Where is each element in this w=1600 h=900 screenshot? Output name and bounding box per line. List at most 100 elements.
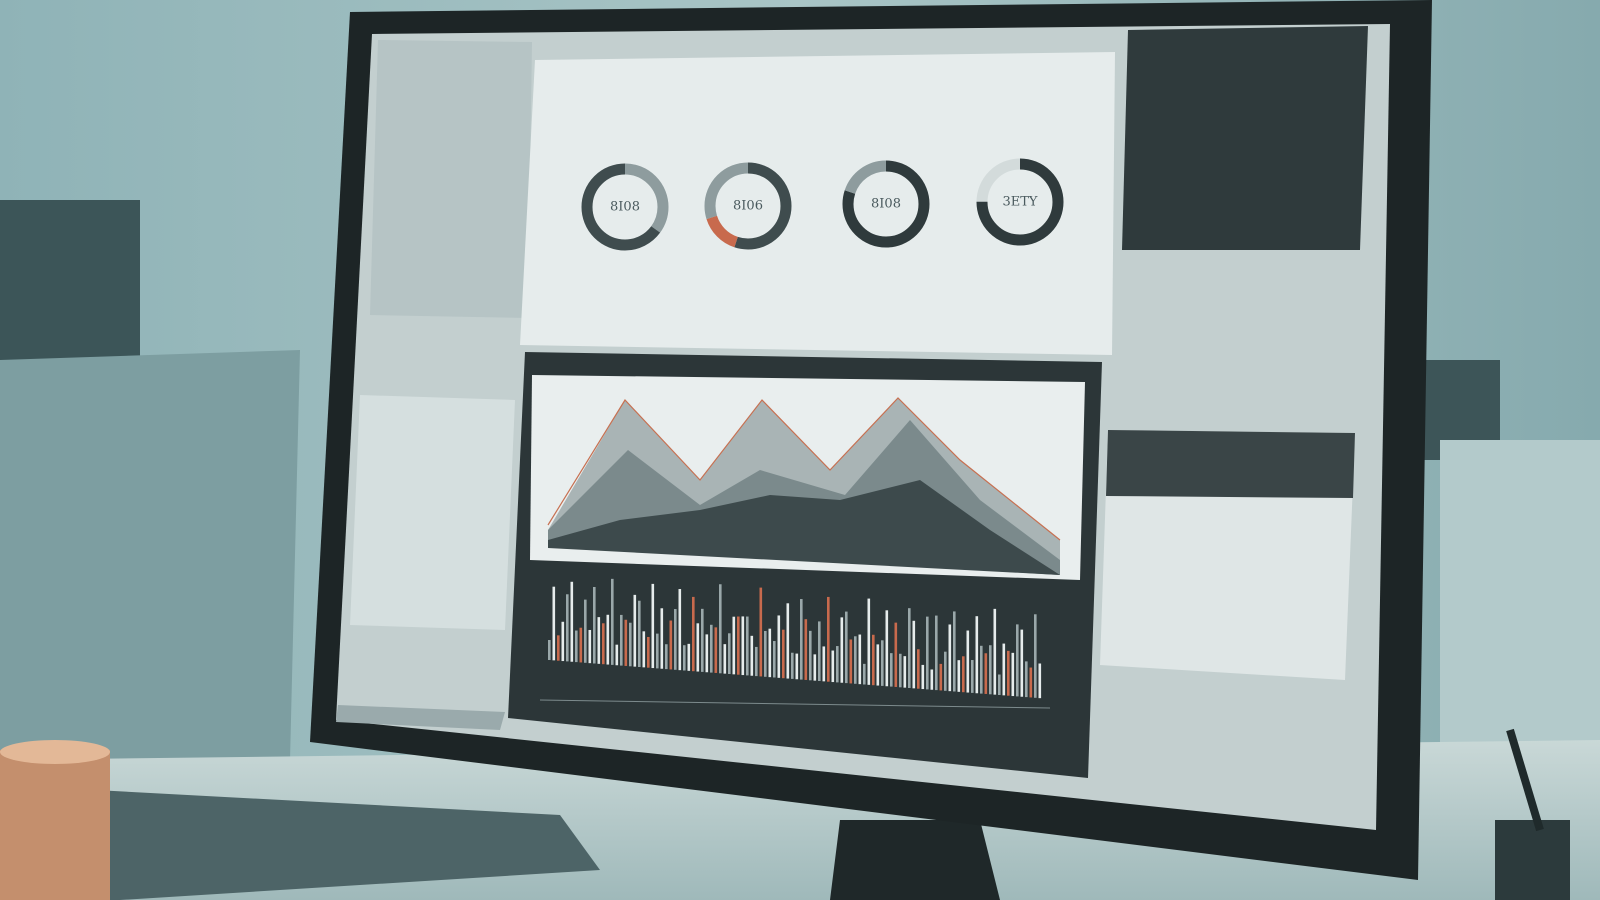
decor-bar	[881, 640, 884, 686]
decor-bar	[1034, 614, 1037, 698]
decor-bar	[651, 583, 655, 669]
decor-bar	[786, 603, 790, 679]
decor-bar	[719, 584, 722, 674]
decor-bar	[872, 634, 875, 686]
decor-bar	[557, 635, 560, 661]
bar-group	[548, 578, 1042, 699]
decor-bar	[764, 630, 767, 677]
decor-bar	[984, 653, 988, 694]
decor-bar	[885, 610, 889, 687]
decor-bar	[678, 589, 682, 671]
decor-bar	[899, 653, 902, 688]
pen-holder	[1495, 820, 1570, 900]
decor-bar	[1011, 652, 1015, 697]
decor-bar	[669, 620, 673, 670]
decor-bar	[1002, 643, 1006, 696]
decor-bar	[795, 653, 799, 680]
decor-bar	[867, 598, 871, 685]
decor-bar	[894, 622, 898, 687]
decor-bar	[876, 644, 880, 686]
decor-bar	[1020, 629, 1024, 697]
decor-bar	[777, 615, 781, 678]
notebook	[95, 790, 600, 900]
decor-bar	[660, 608, 664, 669]
decor-bar	[615, 644, 619, 666]
decor-bar	[971, 660, 974, 693]
decor-bar	[593, 586, 596, 664]
decor-bar	[710, 624, 713, 673]
donut-segment	[704, 162, 792, 250]
decor-bar	[629, 622, 632, 667]
decor-bar	[903, 656, 907, 688]
decor-bar	[800, 599, 803, 680]
decor-bar	[935, 615, 938, 691]
decor-bar	[692, 596, 695, 672]
decor-bar	[575, 630, 578, 663]
decor-bar	[561, 621, 565, 662]
decor-bar	[854, 636, 857, 684]
bar-axis	[539, 699, 1051, 709]
decor-bar	[579, 627, 583, 663]
decor-bar	[548, 640, 551, 660]
decor-bar	[827, 596, 830, 682]
monitor-stand	[830, 820, 1000, 900]
decor-bar	[750, 635, 754, 676]
donut-group: 8I08 8I06 8I08 3ETY	[581, 158, 1064, 251]
chair	[0, 350, 300, 780]
donut-label: 3ETY	[1002, 195, 1037, 210]
decor-bar	[773, 641, 776, 678]
right-dark-panel	[1122, 26, 1368, 250]
decor-bar	[908, 608, 911, 688]
background-desk	[1440, 440, 1600, 780]
decor-bar	[1038, 663, 1042, 699]
decor-bar	[570, 581, 574, 662]
donut-segment	[842, 160, 930, 248]
donut-label: 8I08	[871, 197, 901, 212]
decor-bar	[624, 619, 628, 666]
decor-bar	[822, 646, 826, 682]
decor-bar	[611, 578, 614, 665]
decor-bar	[602, 623, 605, 665]
decor-bar	[1029, 667, 1033, 698]
decor-bar	[584, 599, 587, 663]
decor-bar	[939, 663, 943, 691]
decor-bar	[993, 608, 997, 695]
decor-bar	[957, 660, 961, 692]
left-panel	[370, 40, 532, 318]
decor-bar	[818, 621, 821, 681]
taskbar	[336, 705, 505, 730]
area-line	[547, 397, 1061, 541]
decor-bar	[840, 617, 844, 683]
decor-bar	[732, 616, 736, 675]
decor-bar	[714, 627, 718, 673]
decor-bar	[845, 611, 848, 684]
decor-bar	[836, 646, 839, 683]
decor-bar	[948, 624, 952, 692]
decor-bar	[917, 649, 920, 689]
decor-bar	[656, 633, 659, 669]
donut-segment	[976, 158, 1064, 246]
decor-bar	[975, 616, 979, 694]
decor-bar	[1016, 624, 1019, 697]
decor-bar	[566, 594, 569, 662]
decor-bar	[890, 653, 893, 687]
decor-bar	[737, 616, 740, 675]
pencil	[1506, 728, 1544, 832]
decor-bar	[953, 611, 956, 692]
decor-bar	[966, 630, 970, 693]
donut-label: 8I08	[610, 200, 640, 215]
decor-bar	[863, 663, 866, 685]
decor-bar	[642, 631, 646, 668]
decor-bar	[687, 643, 691, 671]
background-person	[0, 200, 140, 380]
decor-bar	[588, 629, 592, 664]
donut-panel	[520, 52, 1115, 355]
decor-bar	[728, 633, 731, 674]
right-panel-header	[1106, 430, 1355, 498]
decor-bar	[701, 608, 704, 672]
decor-bar	[597, 617, 601, 664]
decor-bar	[759, 587, 763, 677]
decor-bar	[849, 639, 853, 684]
decor-bar	[1025, 661, 1028, 698]
